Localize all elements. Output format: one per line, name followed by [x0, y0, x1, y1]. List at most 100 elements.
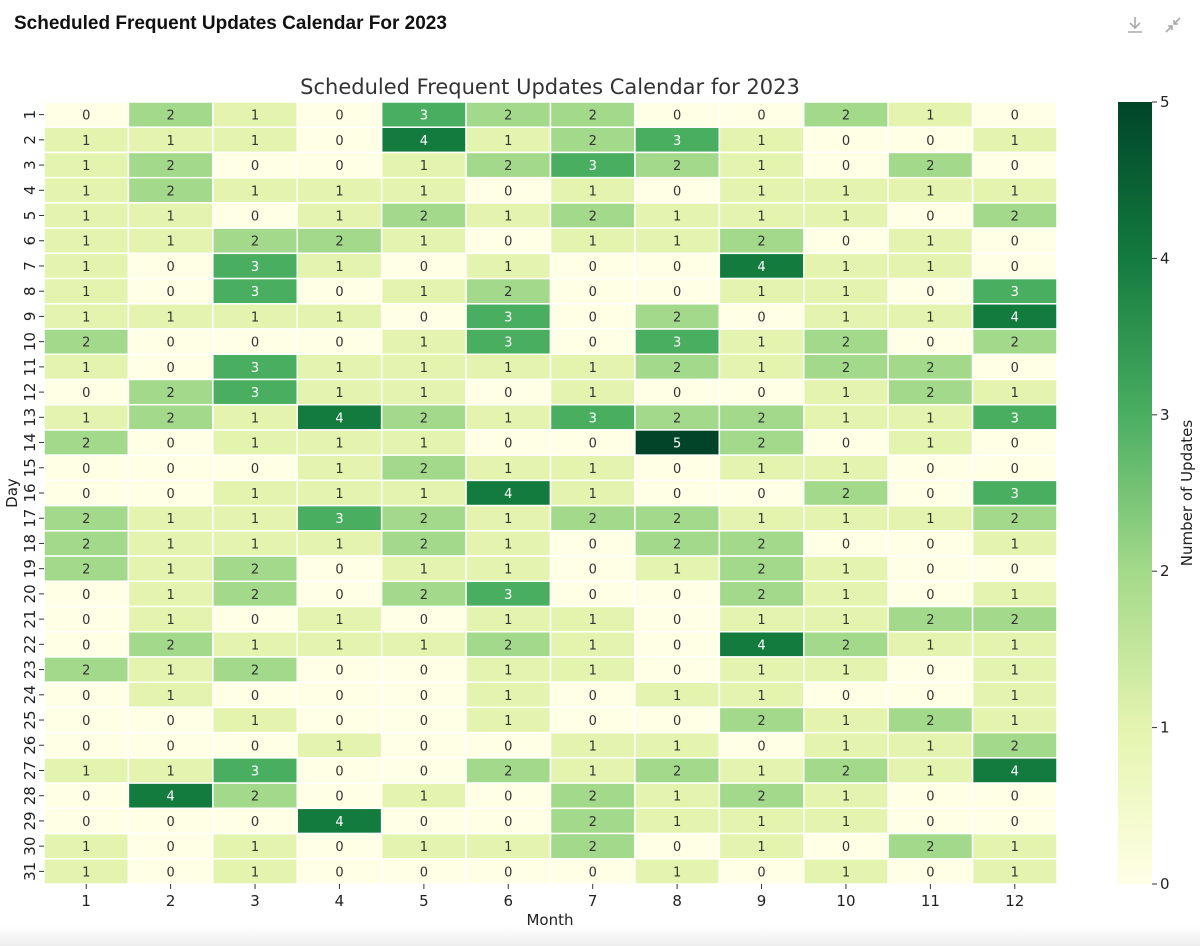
cell-label: 0 [504, 386, 512, 401]
heatmap-cell [549, 580, 636, 608]
heatmap-cell [43, 504, 130, 532]
heatmap-cell [296, 454, 383, 482]
cell-label: 0 [335, 336, 343, 351]
heatmap-cell [549, 151, 636, 179]
heatmap-cell [212, 858, 298, 885]
cell-label: 1 [504, 613, 512, 628]
cell-label: 1 [757, 134, 765, 149]
heatmap-cell [803, 101, 889, 128]
y-tick-label: 19 [21, 559, 39, 578]
heatmap-cell [549, 681, 636, 709]
heatmap-cell [465, 378, 552, 406]
heatmap-cell [212, 454, 298, 482]
cell-label: 0 [842, 235, 850, 250]
cell-label: 0 [82, 462, 90, 477]
cell-label: 1 [420, 563, 428, 578]
heatmap-cell [971, 504, 1058, 532]
cell-label: 1 [842, 815, 850, 830]
x-tick-label: 9 [757, 892, 767, 910]
cell-label: 0 [335, 159, 343, 174]
cell-label: 1 [504, 664, 512, 679]
cell-label: 2 [673, 310, 681, 325]
cell-label: 2 [757, 411, 765, 426]
cell-label: 0 [82, 638, 90, 653]
heatmap-cell [803, 858, 889, 885]
download-icon[interactable] [1124, 14, 1146, 36]
cell-label: 2 [504, 159, 512, 174]
cell-label: 1 [251, 638, 259, 653]
heatmap-cell [212, 303, 298, 330]
cell-label: 0 [926, 865, 934, 880]
cell-label: 0 [82, 487, 90, 502]
heatmap-cell [212, 429, 298, 456]
heatmap-cell [296, 277, 383, 305]
y-tick-label: 17 [21, 509, 39, 528]
cell-label: 3 [251, 260, 259, 275]
cell-label: 0 [166, 865, 174, 880]
cell-label: 3 [251, 764, 259, 779]
cell-label: 1 [673, 739, 681, 754]
x-tick-label: 8 [672, 892, 682, 910]
cell-label: 0 [82, 739, 90, 754]
cell-label: 1 [251, 537, 259, 552]
cell-label: 2 [589, 134, 597, 149]
cell-label: 2 [589, 840, 597, 855]
cell-label: 3 [251, 386, 259, 401]
x-tick-label: 10 [836, 892, 855, 910]
cell-label: 2 [504, 638, 512, 653]
cell-label: 1 [82, 310, 90, 325]
y-tick-label: 24 [21, 685, 39, 704]
cell-label: 0 [926, 134, 934, 149]
cell-label: 1 [166, 764, 174, 779]
heatmap-cell [549, 605, 636, 633]
cell-label: 0 [504, 437, 512, 452]
heatmap-cell [127, 176, 214, 204]
minimize-icon[interactable] [1162, 14, 1184, 36]
cell-label: 0 [335, 689, 343, 704]
heatmap-cell [465, 353, 552, 381]
cell-label: 1 [842, 664, 850, 679]
cell-label: 0 [420, 689, 428, 704]
chart-title: Scheduled Frequent Updates Calendar for … [300, 75, 800, 99]
cell-label: 2 [757, 714, 765, 729]
cell-label: 1 [166, 512, 174, 527]
colorbar-tick-label: 2 [1160, 562, 1170, 580]
heatmap-cell [803, 832, 889, 860]
cell-label: 2 [673, 159, 681, 174]
cell-label: 0 [82, 386, 90, 401]
bottom-shadow [0, 926, 1200, 946]
cell-label: 0 [420, 739, 428, 754]
cell-label: 0 [166, 840, 174, 855]
heatmap-cell [127, 530, 214, 557]
cell-label: 0 [673, 840, 681, 855]
cell-label: 2 [420, 462, 428, 477]
heatmap-cell [465, 151, 552, 179]
cell-label: 1 [842, 790, 850, 805]
cell-label: 2 [251, 563, 259, 578]
cell-label: 2 [673, 537, 681, 552]
heatmap-cell [718, 630, 805, 658]
heatmap-cell [887, 731, 974, 759]
cell-label: 2 [82, 563, 90, 578]
heatmap-cell [634, 504, 721, 532]
cell-label: 0 [420, 310, 428, 325]
y-tick-label: 1 [21, 110, 39, 120]
y-tick-label: 30 [21, 837, 39, 856]
cell-label: 0 [926, 462, 934, 477]
cell-label: 3 [335, 512, 343, 527]
cell-label: 2 [673, 512, 681, 527]
cell-label: 1 [757, 689, 765, 704]
cell-label: 2 [589, 109, 597, 124]
heatmap-cell [803, 353, 889, 381]
heatmap-cell [887, 126, 974, 154]
cell-label: 0 [504, 865, 512, 880]
cell-label: 2 [589, 815, 597, 830]
y-tick-label: 5 [21, 211, 39, 221]
cell-label: 1 [673, 689, 681, 704]
heatmap-cell [296, 706, 383, 734]
heatmap-cell [296, 757, 383, 784]
heatmap-cell [465, 555, 552, 583]
cell-label: 0 [673, 386, 681, 401]
cell-label: 0 [589, 260, 597, 275]
